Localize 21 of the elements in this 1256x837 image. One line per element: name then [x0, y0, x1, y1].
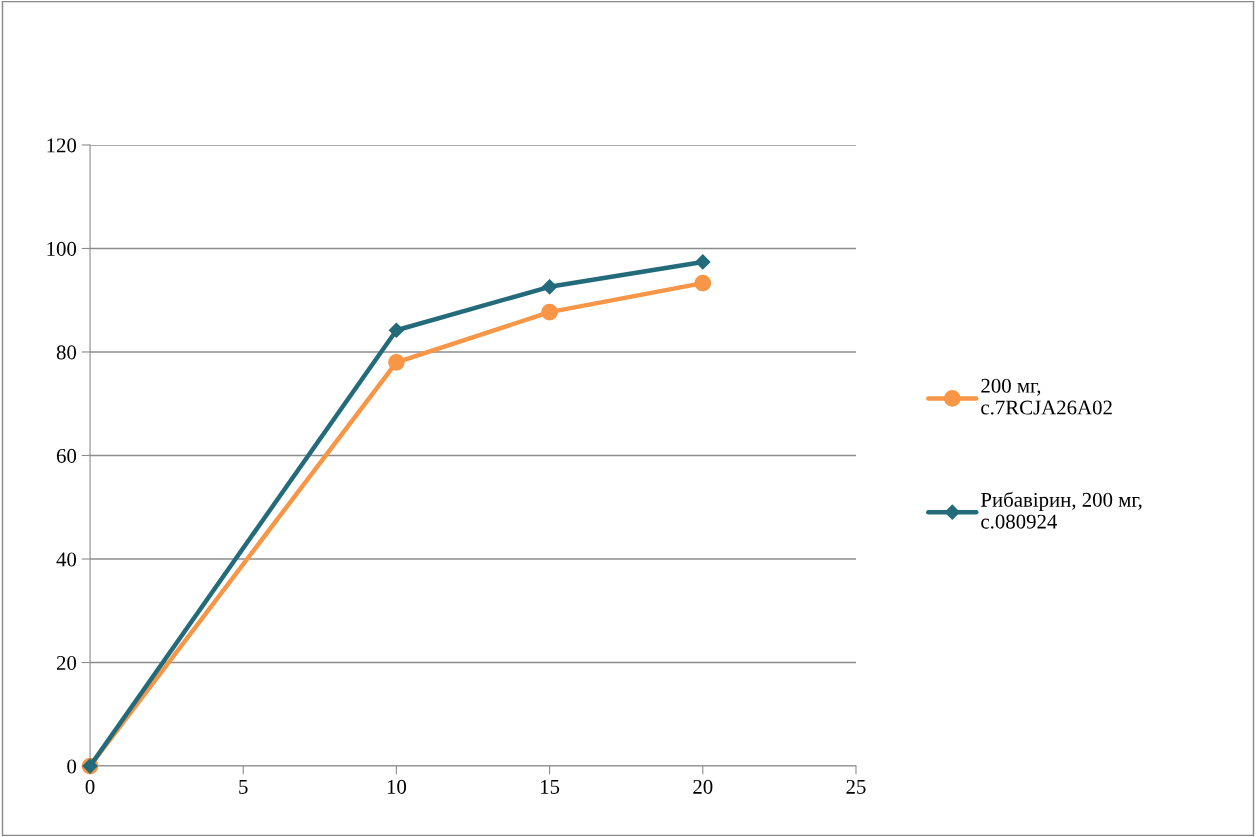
point	[695, 254, 711, 270]
y-tick-label: 100	[47, 241, 77, 256]
legend-label: 200 мг, с.7RCJA26A02	[981, 378, 1112, 415]
y-tick-label: 20	[56, 655, 77, 670]
point	[694, 274, 712, 292]
point	[541, 303, 558, 321]
y-tick-label: 40	[56, 552, 77, 567]
y-tick-label: 120	[47, 138, 77, 153]
x-tick-label: 10	[387, 779, 407, 794]
point	[542, 279, 558, 295]
x-tick-label: 0	[85, 779, 95, 794]
y-tick-label: 80	[56, 345, 77, 360]
x-tick-label: 5	[239, 780, 248, 794]
y-tick-label: 60	[56, 448, 77, 463]
legend-label: Рибавірин, 200 мг, с.080924	[981, 491, 1142, 529]
point	[388, 354, 405, 371]
point	[388, 322, 404, 338]
x-tick-label: 20	[693, 779, 713, 794]
y-tick-label: 0	[67, 759, 77, 774]
x-tick-label: 25	[846, 779, 866, 794]
x-tick-label: 15	[541, 779, 560, 794]
